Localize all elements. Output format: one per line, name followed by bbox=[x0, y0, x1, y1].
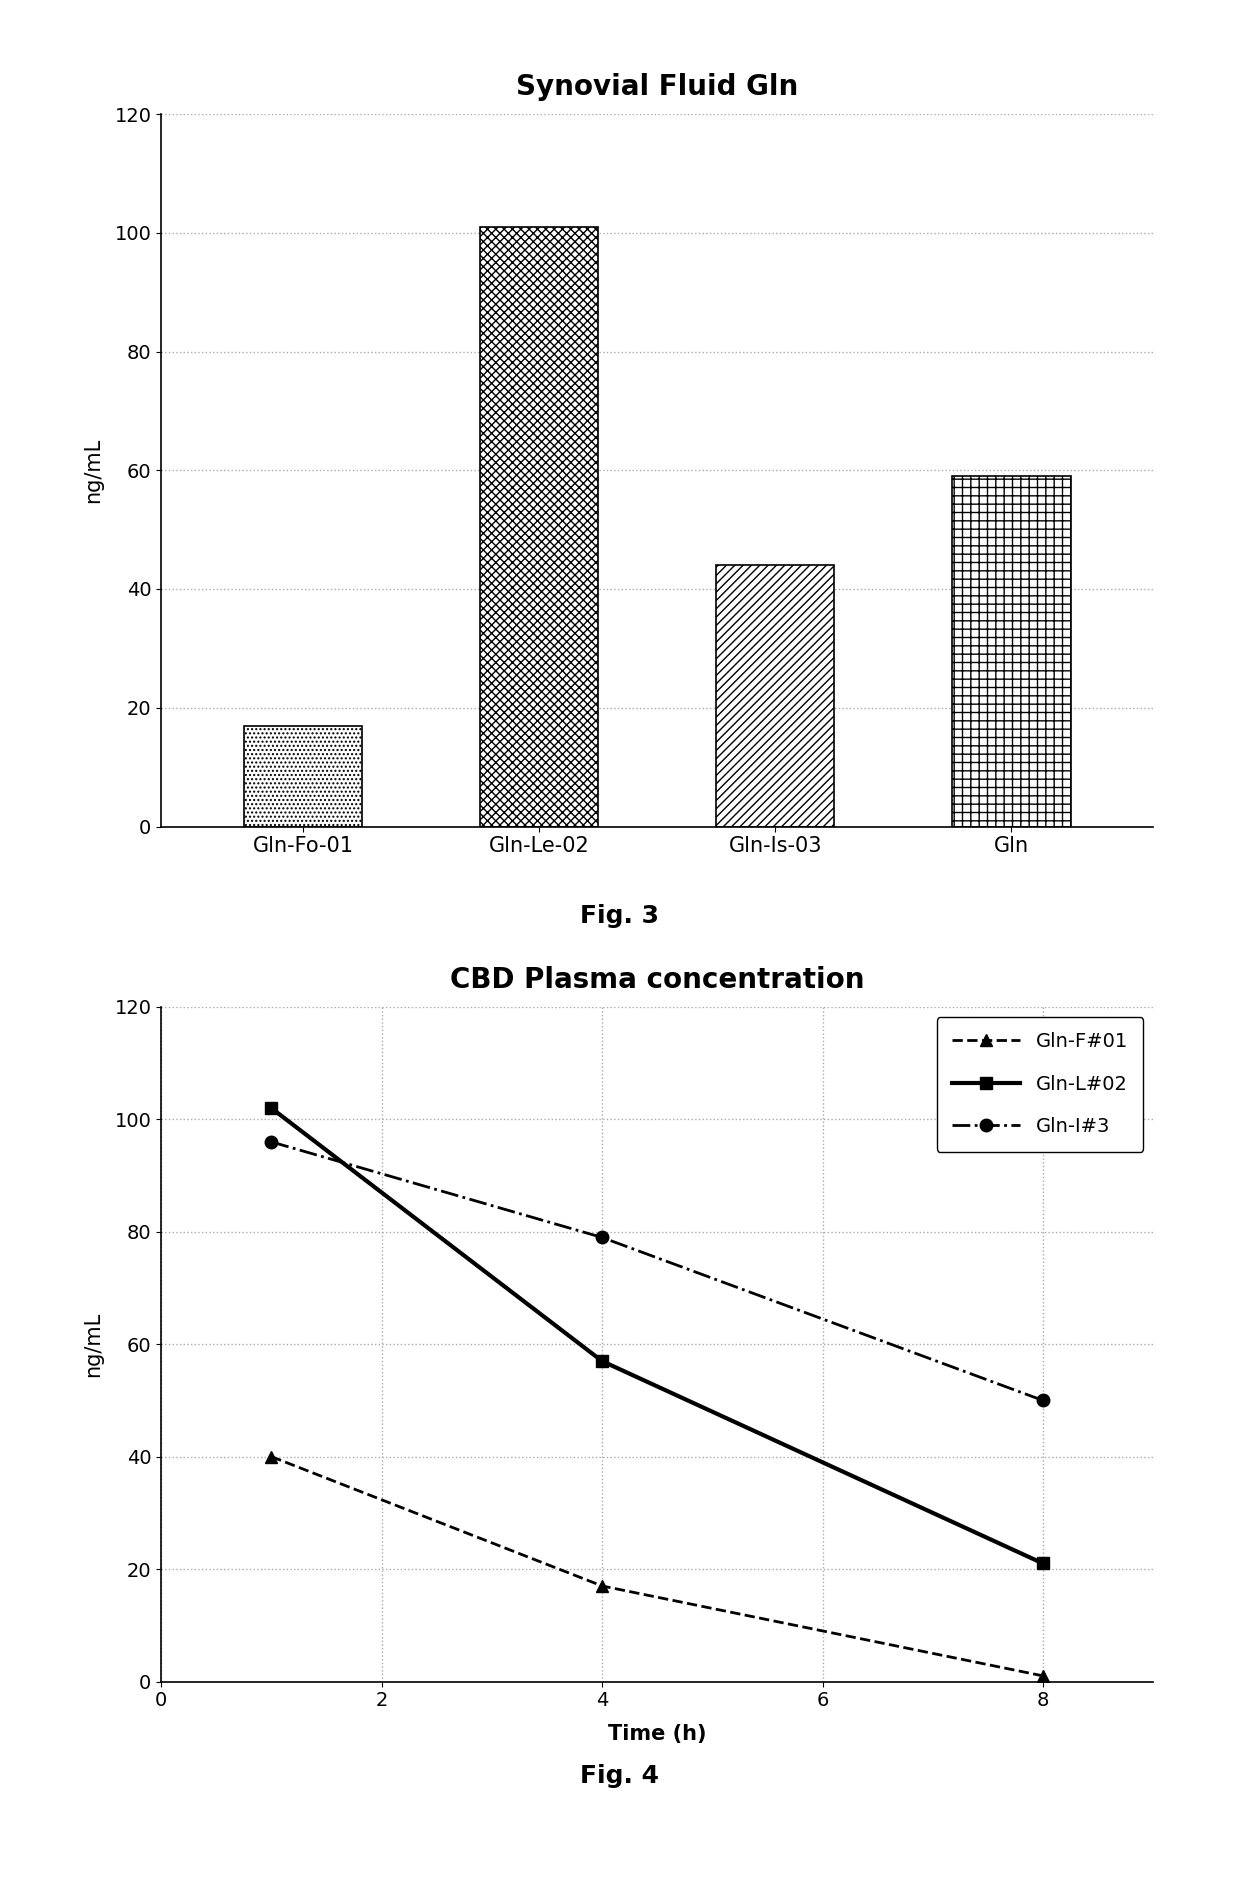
Title: Synovial Fluid Gln: Synovial Fluid Gln bbox=[516, 72, 799, 101]
Gln-F#01 bbox=[1035, 1664, 1050, 1687]
Bar bbox=[717, 566, 835, 826]
Line: Gln-F#01: Gln-F#01 bbox=[265, 1450, 1049, 1682]
Line: Gln-L#02: Gln-L#02 bbox=[265, 1102, 1049, 1569]
Legend: Gln-F#01, Gln-L#02, Gln-I#3: Gln-F#01, Gln-L#02, Gln-I#3 bbox=[936, 1017, 1143, 1151]
Y-axis label: ng/mL: ng/mL bbox=[83, 437, 103, 504]
Gln-L#02 bbox=[264, 1096, 279, 1119]
Title: CBD Plasma concentration: CBD Plasma concentration bbox=[450, 965, 864, 994]
Line: Gln-I#3: Gln-I#3 bbox=[265, 1136, 1049, 1406]
Gln-L#02 bbox=[1035, 1552, 1050, 1575]
Bar bbox=[952, 477, 1070, 826]
Gln-F#01 bbox=[264, 1446, 279, 1469]
Gln-L#02 bbox=[595, 1349, 610, 1372]
X-axis label: Time (h): Time (h) bbox=[608, 1723, 707, 1744]
Gln-F#01 bbox=[595, 1575, 610, 1598]
Gln-I#3 bbox=[1035, 1389, 1050, 1412]
Text: Fig. 3: Fig. 3 bbox=[580, 904, 660, 927]
Gln-I#3 bbox=[595, 1226, 610, 1248]
Bar bbox=[244, 726, 362, 826]
Y-axis label: ng/mL: ng/mL bbox=[83, 1311, 103, 1378]
Bar bbox=[480, 226, 598, 826]
Text: Fig. 4: Fig. 4 bbox=[580, 1765, 660, 1788]
Gln-I#3 bbox=[264, 1130, 279, 1153]
